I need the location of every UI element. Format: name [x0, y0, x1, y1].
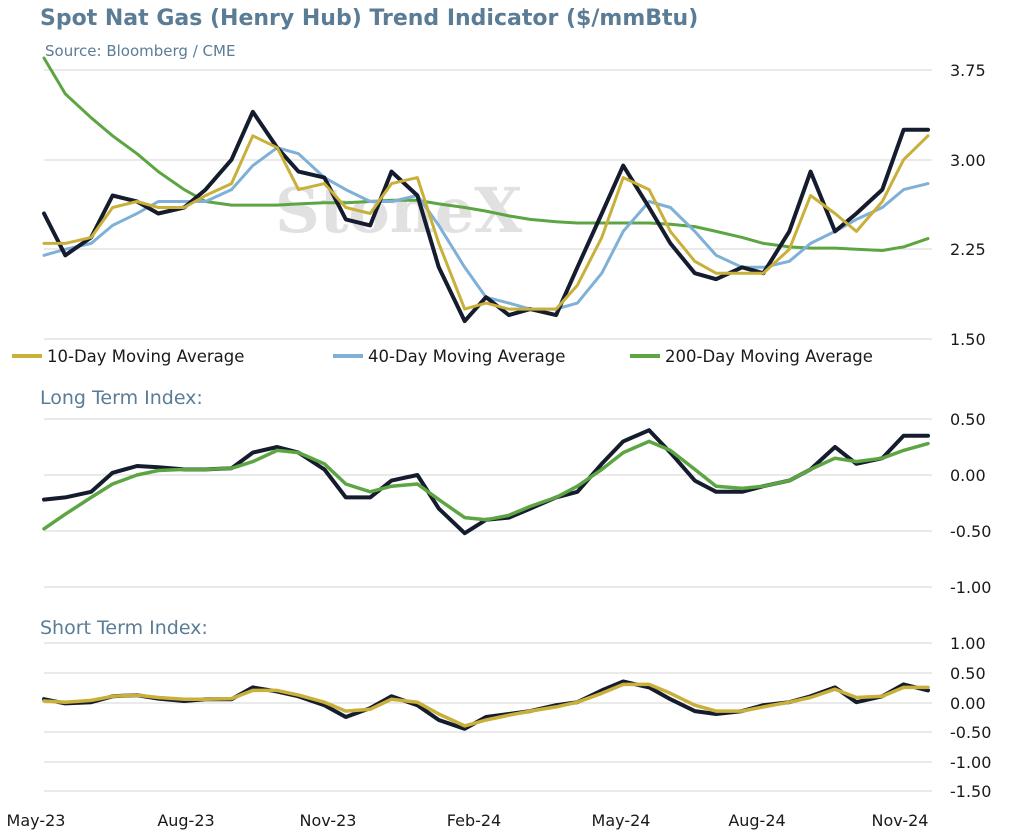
- legend-label-40-day-moving-average: 40-Day Moving Average: [368, 347, 565, 366]
- long-panel-grid: [44, 418, 932, 588]
- short-y-tick-label: -1.50: [950, 782, 991, 801]
- price-legend: 10-Day Moving Average 40-Day Moving Avera…: [12, 347, 873, 366]
- long-series-signal-line: [42, 439, 930, 531]
- long-series-index-line: [42, 428, 930, 536]
- x-axis-labels: May-23 Aug-23 Nov-23 Feb-24 May-24 Aug-24 Nov-…: [7, 811, 929, 830]
- price-series-spot-line: [42, 109, 930, 324]
- x-tick-label: May-24: [592, 811, 651, 830]
- long-term-title: Long Term Index:: [40, 387, 203, 409]
- price-y-tick-label: 2.25: [950, 240, 986, 259]
- long-panel-lines: [42, 428, 930, 536]
- x-tick-label: Aug-24: [728, 811, 785, 830]
- short-y-tick-label: -0.50: [950, 723, 991, 742]
- price-panel-grid: [44, 69, 932, 340]
- price-y-tick-label: 1.50: [950, 330, 986, 349]
- short-y-tick-label: 0.00: [950, 694, 986, 713]
- price-panel-lines: [42, 56, 930, 324]
- long-panel-y-ticks: 0.50 0.00 -0.50 -1.00: [950, 410, 991, 597]
- legend-label-10-day-moving-average: 10-Day Moving Average: [47, 347, 244, 366]
- price-panel-y-ticks: 3.75 3.00 2.25 1.50: [950, 61, 986, 349]
- long-y-tick-label: -1.00: [950, 578, 991, 597]
- long-y-tick-label: 0.50: [950, 410, 986, 429]
- legend-label-200-day-moving-average: 200-Day Moving Average: [665, 347, 873, 366]
- x-tick-label: Nov-23: [300, 811, 357, 830]
- x-tick-label: May-23: [7, 811, 66, 830]
- long-y-tick-label: -0.50: [950, 522, 991, 541]
- x-tick-label: Feb-24: [447, 811, 501, 830]
- x-tick-label: Nov-24: [872, 811, 929, 830]
- chart-title: Spot Nat Gas (Henry Hub) Trend Indicator…: [40, 6, 698, 31]
- short-panel-lines: [42, 679, 930, 731]
- x-tick-label: Aug-23: [157, 811, 214, 830]
- short-term-title: Short Term Index:: [40, 617, 208, 639]
- price-y-tick-label: 3.00: [950, 151, 986, 170]
- short-y-tick-label: -1.00: [950, 753, 991, 772]
- price-series-10-day-moving-average-line: [42, 134, 930, 311]
- price-y-tick-label: 3.75: [950, 61, 986, 80]
- short-y-tick-label: 0.50: [950, 664, 986, 683]
- short-panel-grid: [44, 642, 932, 792]
- long-y-tick-label: 0.00: [950, 466, 986, 485]
- short-y-tick-label: 1.00: [950, 634, 986, 653]
- chart-source: Source: Bloomberg / CME: [45, 42, 235, 60]
- short-series-signal-line: [42, 682, 930, 728]
- short-panel-y-ticks: 1.00 0.50 0.00 -0.50 -1.00 -1.50: [950, 634, 991, 801]
